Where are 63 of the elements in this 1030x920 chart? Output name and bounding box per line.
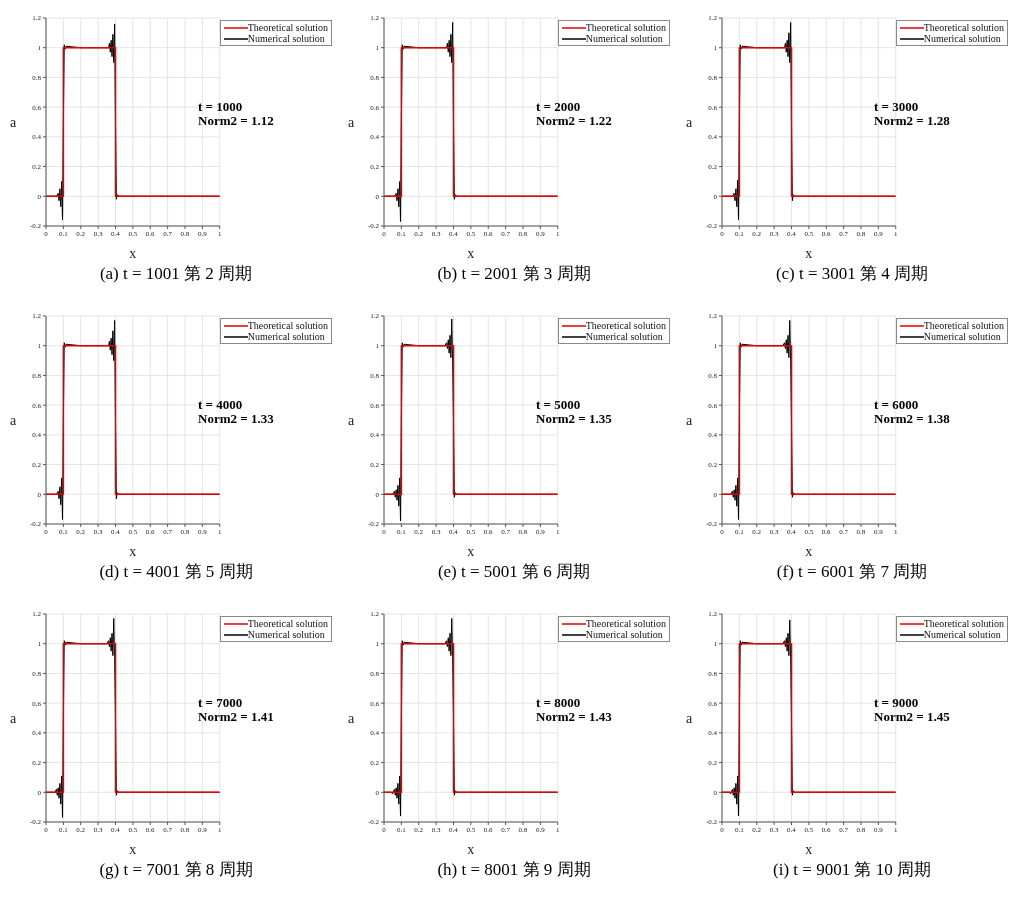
text: (i) t = 9001 第 10 周期 [772,859,932,881]
annotation: t = 3000 [874,99,920,114]
annotation: Norm2 = 1.35 [536,411,612,426]
legend-label: Numerical solution [247,331,325,342]
annotation: t = 8000 [536,695,582,710]
y-axis-title: a [348,114,355,130]
x-axis-title: x [805,544,813,559]
annotation: Norm2 = 1.41 [198,709,274,724]
annotation: t = 2000 [536,99,582,114]
y-axis-title: a [348,710,355,726]
annotation: t = 1000 [198,99,244,114]
text: (c) t = 3001 第 4 周期 [774,263,930,285]
text: (b) t = 2001 第 3 周期 [436,263,592,285]
y-axis-title: a [10,412,17,428]
legend-label: Theoretical solution [923,320,1004,331]
x-axis-title: x [467,246,475,261]
x-axis-title: x [467,842,475,857]
y-axis-title: a [686,710,693,726]
annotation: t = 9000 [874,695,920,710]
annotation: t = 5000 [536,397,582,412]
legend-label: Numerical solution [585,331,663,342]
y-axis-title: a [348,412,355,428]
text: (d) t = 4001 第 5 周期 [98,561,254,583]
legend-label: Numerical solution [585,629,663,640]
annotation: Norm2 = 1.33 [198,411,274,426]
y-axis-title: a [10,710,17,726]
annotation: t = 6000 [874,397,920,412]
legend-label: Theoretical solution [585,22,666,33]
text: (f) t = 6001 第 7 周期 [775,561,929,583]
x-axis-title: x [805,842,813,857]
x-axis-title: x [805,246,813,261]
x-axis-title: x [467,544,475,559]
legend-label: Theoretical solution [923,618,1004,629]
text: (a) t = 1001 第 2 周期 [98,263,254,285]
legend-label: Theoretical solution [585,618,666,629]
text: (g) t = 7001 第 8 周期 [98,859,254,881]
legend-label: Numerical solution [247,33,325,44]
legend-label: Theoretical solution [247,22,328,33]
text: (e) t = 5001 第 6 周期 [436,561,592,583]
y-axis-title: a [10,114,17,130]
legend-label: Numerical solution [923,629,1001,640]
y-axis-title: a [686,114,693,130]
annotation: Norm2 = 1.38 [874,411,950,426]
legend-label: Numerical solution [247,629,325,640]
legend-label: Numerical solution [923,33,1001,44]
x-axis-title: x [129,544,137,559]
annotation: Norm2 = 1.28 [874,113,950,128]
y-axis-title: a [686,412,693,428]
x-axis-title: x [129,842,137,857]
legend-label: Theoretical solution [247,320,328,331]
annotation: Norm2 = 1.45 [874,709,950,724]
annotation: Norm2 = 1.22 [536,113,612,128]
legend-label: Theoretical solution [247,618,328,629]
legend-label: Numerical solution [923,331,1001,342]
annotation: Norm2 = 1.43 [536,709,612,724]
x-axis-title: x [129,246,137,261]
annotation: t = 4000 [198,397,244,412]
text: (h) t = 8001 第 9 周期 [436,859,592,881]
legend-label: Theoretical solution [923,22,1004,33]
legend-label: Theoretical solution [585,320,666,331]
annotation: t = 7000 [198,695,244,710]
legend-label: Numerical solution [585,33,663,44]
annotation: Norm2 = 1.12 [198,113,274,128]
